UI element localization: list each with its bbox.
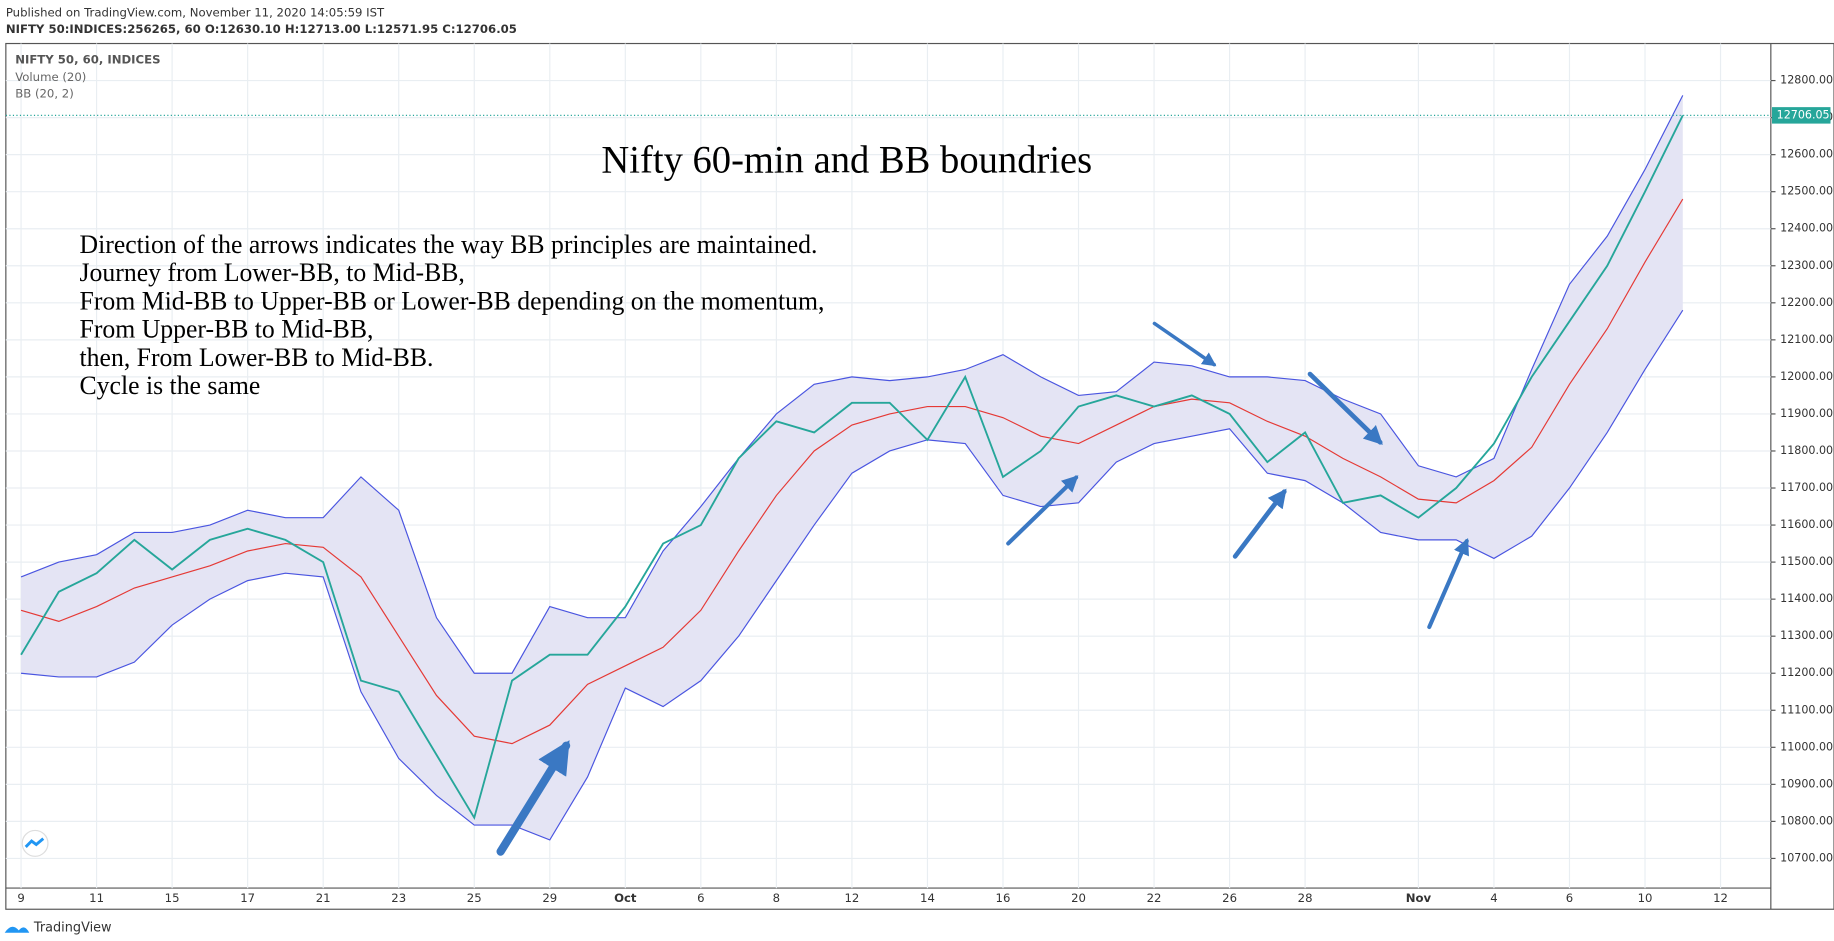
- y-tick-label: 12100.00: [1780, 333, 1833, 346]
- series-line: [20, 95, 1684, 674]
- annotation: then, From Lower-BB to Mid-BB.: [80, 343, 434, 372]
- y-tick-label: 10800.00: [1780, 814, 1833, 827]
- y-tick-label: 11600.00: [1780, 518, 1833, 531]
- bb-fill: [21, 95, 1683, 840]
- arrow: [496, 740, 571, 856]
- chart-title: Nifty 60-min and BB boundries: [601, 139, 1092, 181]
- x-tick-label: 6: [697, 891, 704, 905]
- y-tick-label: 11900.00: [1780, 407, 1833, 420]
- x-tick-label: 8: [773, 891, 780, 905]
- arrows: [496, 321, 1469, 856]
- annotation: From Upper-BB to Mid-BB,: [80, 315, 374, 344]
- legend-bb: BB (20, 2): [15, 87, 74, 101]
- annotation: Cycle is the same: [80, 371, 261, 400]
- series-line: [20, 198, 1684, 745]
- y-tick-label: 12300.00: [1780, 259, 1833, 272]
- plot: [5, 95, 1771, 841]
- x-tick-label: 6: [1566, 891, 1573, 905]
- y-tick-label: 12400.00: [1780, 222, 1833, 235]
- x-tick-label: 11: [89, 891, 104, 905]
- x-tick-label: 9: [17, 891, 24, 905]
- y-tick-label: 11100.00: [1780, 703, 1833, 716]
- annotations: Direction of the arrows indicates the wa…: [80, 230, 825, 400]
- y-tick-label: 12000.00: [1780, 370, 1833, 383]
- chart-frame: [5, 42, 1834, 910]
- y-tick-label: 10900.00: [1780, 777, 1833, 790]
- y-tick-label: 12600.00: [1780, 148, 1833, 161]
- logo: [4, 829, 49, 933]
- last-price-tag: [1772, 107, 1831, 124]
- y-tick-label: 11200.00: [1780, 666, 1833, 679]
- annotation: Direction of the arrows indicates the wa…: [80, 230, 818, 259]
- x-tick-label: 17: [240, 891, 255, 905]
- x-tick-label: Nov: [1406, 891, 1432, 905]
- annotation: Journey from Lower-BB, to Mid-BB,: [80, 258, 465, 287]
- arrow: [1427, 538, 1469, 629]
- x-tick-label: 23: [391, 891, 406, 905]
- arrow: [1152, 321, 1217, 367]
- x-tick-label: 4: [1490, 891, 1497, 905]
- y-tick-label: 11400.00: [1780, 592, 1833, 605]
- y-tick-label: 12500.00: [1780, 185, 1833, 198]
- y-tick-label: 12200.00: [1780, 296, 1833, 309]
- y-tick-label: 12800.00: [1780, 74, 1833, 87]
- y-tick-label: 11300.00: [1780, 629, 1833, 642]
- x-tick-label: 10: [1638, 891, 1653, 905]
- x-tick-label: 12: [844, 891, 859, 905]
- symbol-line: NIFTY 50:INDICES:256265, 60 O:12630.10 H…: [6, 22, 517, 36]
- x-tick-label: 15: [165, 891, 180, 905]
- x-tick-label: 16: [996, 891, 1011, 905]
- brand: TradingView: [33, 921, 112, 936]
- y-tick-label: 11500.00: [1780, 555, 1833, 568]
- y-tick-label: 11000.00: [1780, 740, 1833, 753]
- last-price-label: 12706.05: [1777, 108, 1830, 121]
- arrow: [1232, 488, 1287, 559]
- x-tick-label: 20: [1071, 891, 1086, 905]
- y-tick-label: 11700.00: [1780, 481, 1833, 494]
- annotation: From Mid-BB to Upper-BB or Lower-BB depe…: [80, 286, 825, 315]
- y-tick-label: 10700.00: [1780, 851, 1833, 864]
- x-tick-label: 22: [1147, 891, 1162, 905]
- x-tick-label: 14: [920, 891, 935, 905]
- legend-symbol: NIFTY 50, 60, INDICES: [15, 52, 160, 66]
- y-tick-label: 11800.00: [1780, 444, 1833, 457]
- x-tick-label: 21: [316, 891, 331, 905]
- x-tick-label: 29: [542, 891, 557, 905]
- series-line: [20, 309, 1684, 841]
- published-line: Published on TradingView.com, November 1…: [6, 5, 385, 19]
- x-tick-label: 26: [1222, 891, 1237, 905]
- x-tick-label: 12: [1713, 891, 1728, 905]
- x-tick-label: 28: [1298, 891, 1313, 905]
- legend-volume: Volume (20): [15, 70, 86, 84]
- arrow: [1006, 475, 1079, 546]
- arrow: [1307, 371, 1383, 445]
- x-tick-label: Oct: [614, 891, 637, 905]
- series-line: [20, 114, 1684, 821]
- x-tick-label: 25: [467, 891, 482, 905]
